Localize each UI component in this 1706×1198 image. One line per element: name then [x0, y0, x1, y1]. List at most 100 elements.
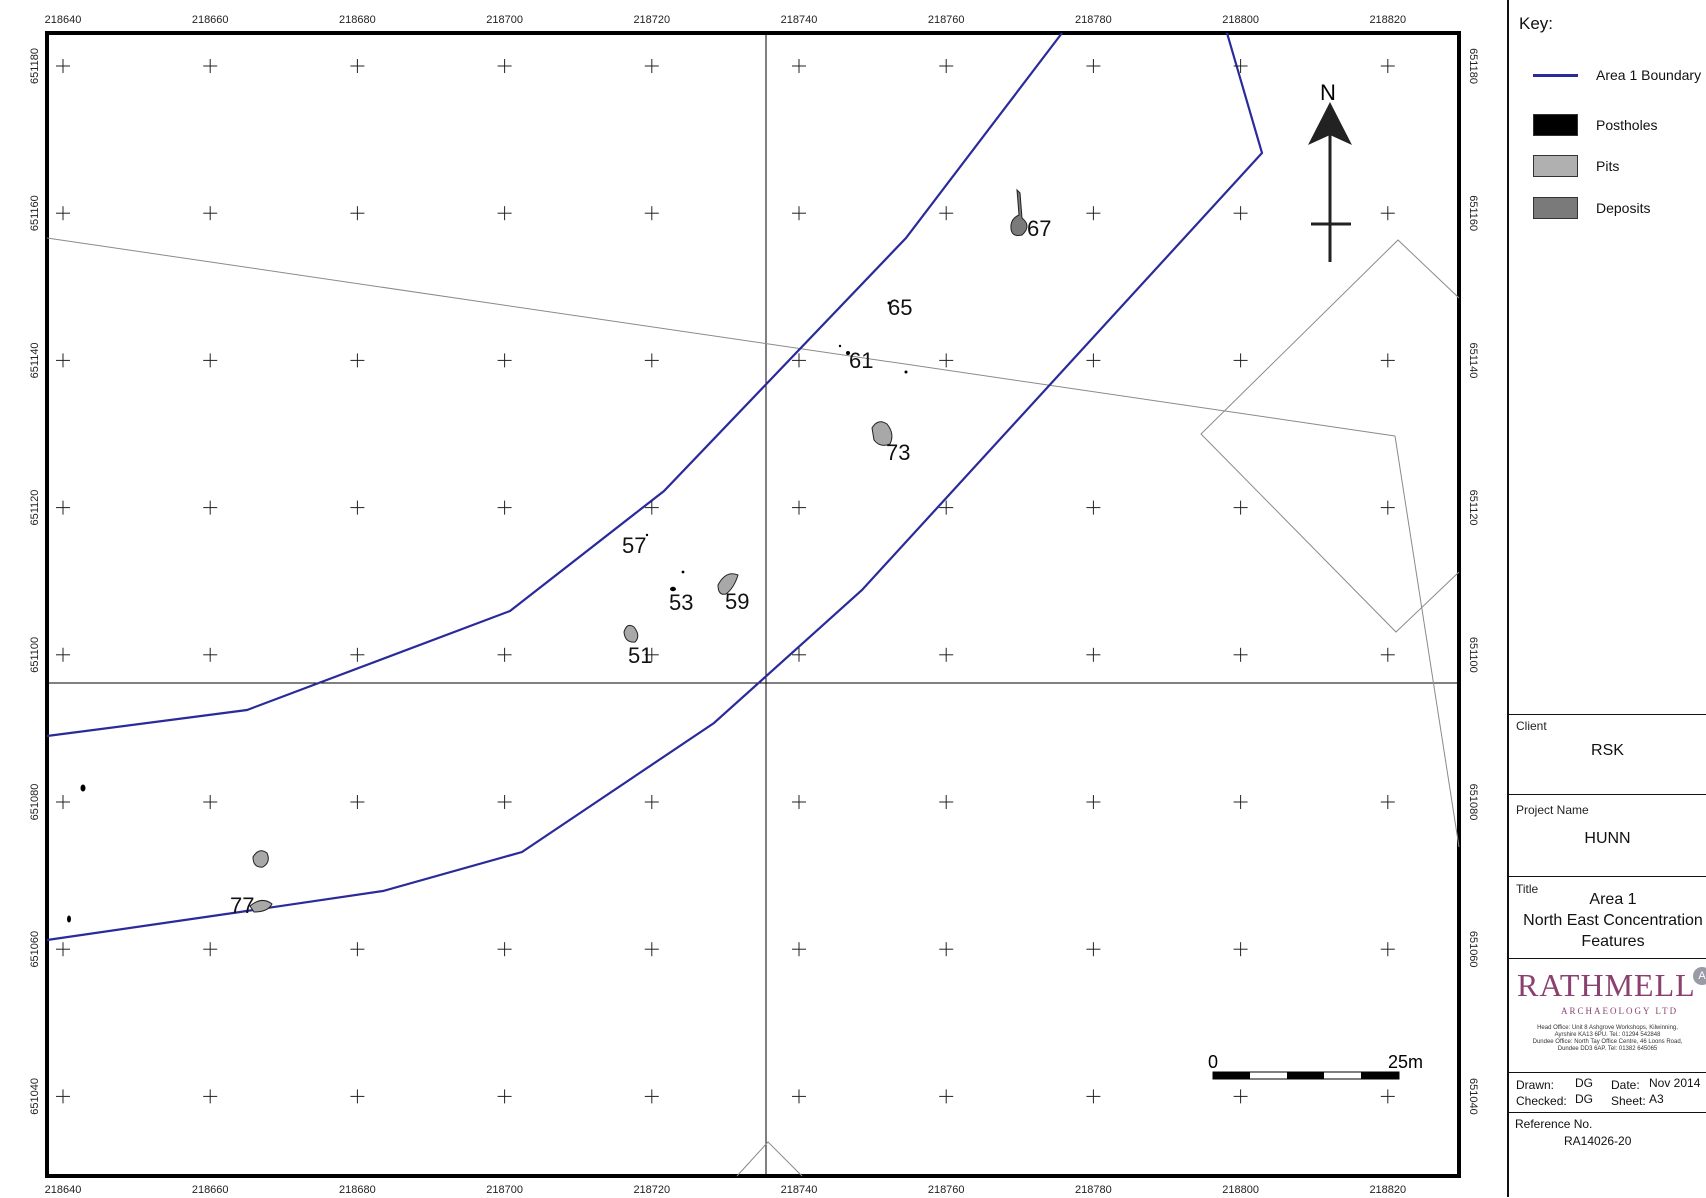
grid-cross	[56, 1089, 70, 1104]
feature-51: 51	[623, 624, 652, 668]
grid-cross	[792, 942, 806, 957]
project-box: Project Name HUNN	[1509, 794, 1706, 877]
x-tick-labels-top: 218640 218660 218680 218700 218720 218740 2187…	[45, 14, 1407, 26]
grid-cross	[203, 206, 218, 221]
feature-label-67: 67	[1027, 216, 1051, 241]
feature-label-59: 59	[725, 589, 749, 614]
grid-cross	[792, 59, 806, 73]
y-tick-label: 651040	[29, 1078, 41, 1115]
grid-cross	[203, 942, 218, 957]
y-tick-labels-right: 651180 651160 651140 651120 651100 651080 6510…	[1467, 48, 1479, 1115]
x-tick-label: 218760	[928, 1184, 965, 1196]
grid-cross	[56, 500, 70, 515]
x-tick-label: 218820	[1369, 14, 1406, 26]
scale-start: 0	[1208, 1052, 1218, 1072]
feature-label-53: 53	[669, 590, 693, 615]
key-item-pits: Pits	[1533, 155, 1619, 177]
feature-59: 59	[717, 573, 749, 614]
company-logo: RATHMELL	[1517, 967, 1696, 1003]
info-panel: Key: Area 1 Boundary Postholes Pits Depo…	[1507, 0, 1706, 1197]
boundary-line-swatch	[1533, 73, 1578, 77]
grid-cross	[1233, 500, 1248, 515]
key-item-postholes: Postholes	[1533, 114, 1657, 136]
grid-cross	[1233, 206, 1248, 221]
x-tick-label: 218740	[781, 1184, 818, 1196]
grid-cross	[1086, 795, 1101, 809]
grid-cross	[644, 1089, 659, 1104]
grid-cross	[792, 500, 806, 515]
x-tick-label: 218660	[192, 1184, 229, 1196]
grid-cross	[1380, 1089, 1395, 1104]
x-tick-label: 218640	[45, 14, 82, 26]
deposit-swatch	[1533, 197, 1578, 219]
y-tick-label: 651060	[29, 931, 41, 968]
grid-cross	[1086, 59, 1101, 73]
grid-cross	[1380, 942, 1395, 957]
x-tick-label: 218820	[1369, 1184, 1406, 1196]
grid-cross	[350, 206, 365, 221]
grid-cross	[350, 500, 365, 515]
y-tick-label: 651060	[1467, 931, 1479, 968]
grid-cross	[56, 942, 70, 957]
grid-cross	[350, 647, 365, 662]
grid-cross	[350, 795, 365, 809]
title-box: Title Area 1 North East Concentration Fe…	[1509, 876, 1706, 959]
x-tick-label: 218740	[781, 14, 818, 26]
north-arrow-icon: N	[1308, 80, 1352, 262]
key-section: Key: Area 1 Boundary Postholes Pits Depo…	[1509, 0, 1706, 714]
y-tick-label: 651160	[1467, 195, 1479, 231]
feature-53: 53	[669, 570, 693, 615]
grid-cross	[1380, 500, 1395, 515]
x-tick-label: 218720	[633, 14, 670, 26]
posthole-swatch	[1533, 114, 1578, 136]
sheet-label: Sheet:	[1611, 1094, 1646, 1108]
grid-cross	[939, 647, 954, 662]
grid-cross	[1086, 353, 1101, 368]
key-item-deposits: Deposits	[1533, 197, 1650, 219]
grid-cross	[1233, 942, 1248, 957]
client-box: Client RSK	[1509, 714, 1706, 795]
feature-label-77: 77	[230, 893, 254, 918]
grid-cross	[203, 59, 218, 73]
date-value: Nov 2014	[1649, 1076, 1701, 1090]
client-label: Client	[1516, 719, 1547, 733]
pit-swatch	[1533, 155, 1578, 177]
grid-cross	[56, 647, 70, 662]
grid-cross	[644, 647, 659, 662]
y-tick-label: 651120	[1467, 490, 1479, 526]
x-tick-label: 218700	[486, 1184, 523, 1196]
postholes-west	[67, 784, 86, 923]
grid-cross	[350, 942, 365, 957]
y-tick-labels-left: 651180 651160 651140 651120 651100 651080 6510…	[29, 48, 41, 1115]
reference-value: RA14026-20	[1564, 1134, 1632, 1148]
map-frame	[45, 31, 1461, 1178]
grid-cross	[939, 500, 954, 515]
grid-cross	[56, 353, 70, 368]
grid-cross	[1233, 353, 1248, 368]
grid-cross	[1086, 647, 1101, 662]
feature-61: 61	[838, 344, 908, 374]
grid-cross	[56, 206, 70, 221]
x-tick-label: 218660	[192, 14, 229, 26]
grid-cross	[56, 795, 70, 809]
grid-cross	[644, 59, 659, 73]
grid-cross	[792, 353, 806, 368]
grid-cross	[1086, 1089, 1101, 1104]
y-tick-label: 651140	[1467, 342, 1479, 378]
x-tick-label: 218680	[339, 1184, 376, 1196]
grid-cross	[1233, 1089, 1248, 1104]
feature-label-61: 61	[849, 348, 873, 373]
grid-cross	[497, 647, 512, 662]
title-label: Title	[1516, 882, 1539, 896]
grid-cross	[497, 353, 512, 368]
grid-cross	[1380, 647, 1395, 662]
drawn-value: DG	[1575, 1076, 1593, 1090]
feature-57: 57	[622, 533, 649, 558]
grid-cross	[939, 206, 954, 221]
feature-73: 73	[871, 421, 910, 465]
grid-cross	[939, 1089, 954, 1104]
grid-cross	[1233, 795, 1248, 809]
x-tick-label: 218720	[633, 1184, 670, 1196]
logo-subtitle: ARCHAEOLOGY LTD	[1561, 1006, 1679, 1016]
grid-cross	[1086, 500, 1101, 515]
